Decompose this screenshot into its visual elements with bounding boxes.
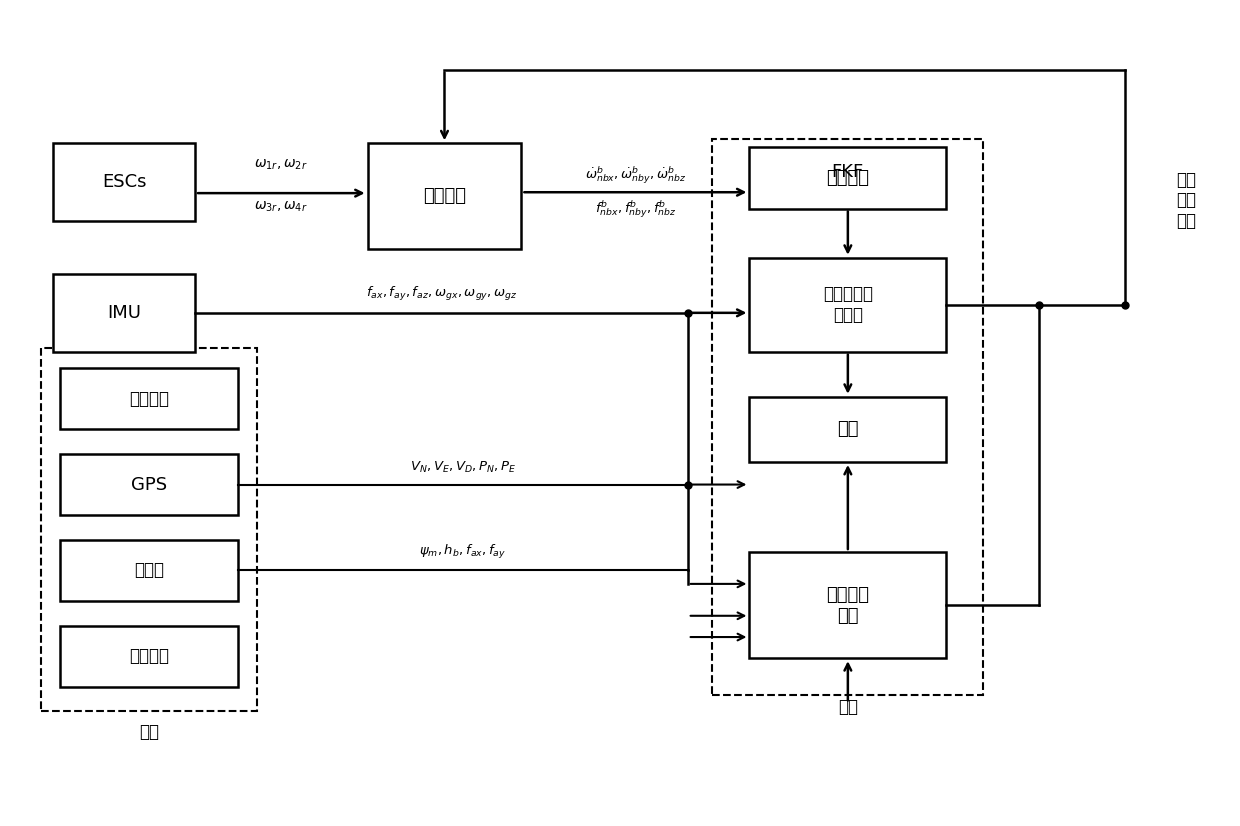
Text: FKF: FKF <box>832 163 864 181</box>
Bar <box>367 143 522 249</box>
Text: IMU: IMU <box>107 304 141 322</box>
Text: 模型
参数
校正: 模型 参数 校正 <box>1177 171 1197 230</box>
Text: $\omega_{1r},\omega_{2r}$: $\omega_{1r},\omega_{2r}$ <box>254 158 308 172</box>
Text: $\omega_{3r},\omega_{4r}$: $\omega_{3r},\omega_{4r}$ <box>254 200 308 215</box>
Text: $f_{ax},f_{ay},f_{az},\omega_{gx},\omega_{gy},\omega_{gz}$: $f_{ax},f_{ay},f_{az},\omega_{gx},\omega… <box>366 285 517 303</box>
Text: 故障检测
定位: 故障检测 定位 <box>826 586 869 624</box>
Text: $\psi_m,h_b,f_{ax},f_{ay}$: $\psi_m,h_b,f_{ax},f_{ay}$ <box>419 543 507 561</box>
Bar <box>60 453 238 515</box>
Bar <box>749 552 946 658</box>
Bar <box>53 274 195 352</box>
Text: 加速度计: 加速度计 <box>129 648 169 665</box>
Bar <box>60 539 238 601</box>
Bar <box>749 396 946 462</box>
Text: $f^b_{nbx},f^b_{nby},f^b_{nbz}$: $f^b_{nbx},f^b_{nby},f^b_{nbz}$ <box>595 199 676 221</box>
Bar <box>749 147 946 209</box>
Text: 磁传感器: 磁传感器 <box>129 390 169 408</box>
Bar <box>749 258 946 352</box>
Bar <box>60 368 238 430</box>
Text: 量测: 量测 <box>139 723 159 741</box>
Text: ESCs: ESCs <box>102 173 146 191</box>
Text: $V_N,V_E,V_D,P_N,P_E$: $V_N,V_E,V_D,P_N,P_E$ <box>409 459 516 475</box>
Text: 子滤波器量
测更新: 子滤波器量 测更新 <box>823 285 873 324</box>
Bar <box>41 348 257 711</box>
Text: 融合: 融合 <box>837 420 858 439</box>
Text: 阈值: 阈值 <box>838 698 858 716</box>
Text: 模型计算: 模型计算 <box>423 188 466 206</box>
Bar <box>60 625 238 687</box>
Bar <box>53 143 195 221</box>
Text: 气压计: 气压计 <box>134 562 164 579</box>
Text: $\dot{\omega}^b_{nbx},\dot{\omega}^b_{nby},\dot{\omega}^b_{nbz}$: $\dot{\omega}^b_{nbx},\dot{\omega}^b_{nb… <box>585 164 686 186</box>
Text: 时间更新: 时间更新 <box>826 169 869 187</box>
Bar <box>712 139 983 695</box>
Text: GPS: GPS <box>131 476 167 494</box>
